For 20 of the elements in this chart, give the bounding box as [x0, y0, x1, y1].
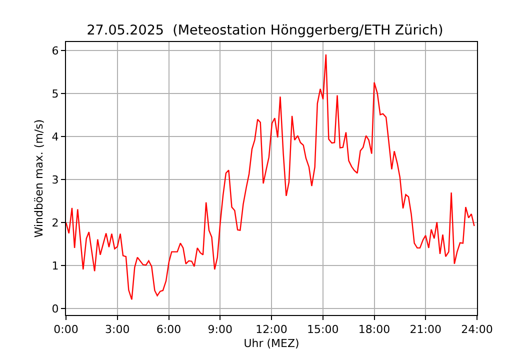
x-tick-label: 15:00: [307, 323, 339, 336]
x-tick-label: 9:00: [208, 323, 232, 336]
x-axis-title: Uhr (MEZ): [244, 337, 300, 350]
y-axis-title: Windböen max. (m/s): [32, 119, 46, 238]
x-tick-label: 12:00: [256, 323, 288, 336]
x-tick-label: 6:00: [156, 323, 182, 336]
y-tick-label: 4: [52, 130, 59, 144]
y-tick-label: 5: [52, 87, 59, 100]
x-tick-label: 21:00: [410, 323, 442, 336]
x-tick-label: 0:00: [54, 323, 78, 336]
line-series: [66, 54, 475, 300]
chart-title: 27.05.2025 (Meteostation Hönggerberg/ETH Zürich): [86, 22, 444, 38]
y-tick-label: 1: [52, 259, 59, 272]
y-tick-label: 0: [52, 302, 59, 316]
y-tick-label: 2: [52, 216, 59, 230]
x-tick-label: 18:00: [358, 323, 390, 336]
x-tick-label: 3:00: [105, 323, 130, 336]
x-tick-label: 24:00: [461, 323, 493, 336]
y-tick-label: 3: [52, 173, 59, 186]
y-tick-label: 6: [52, 44, 59, 58]
